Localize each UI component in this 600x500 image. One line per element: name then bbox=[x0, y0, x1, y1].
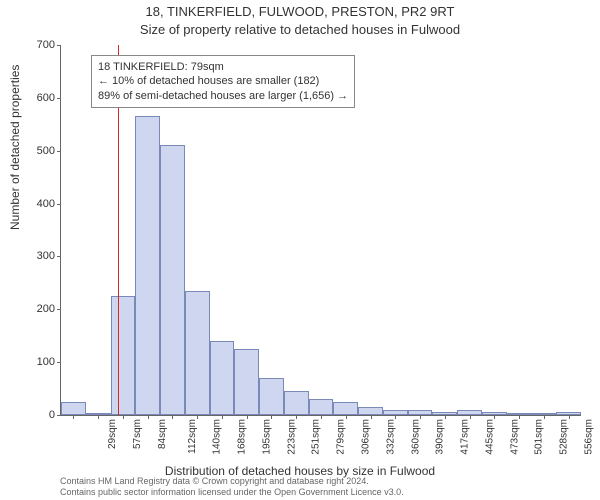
chart-title-sub: Size of property relative to detached ho… bbox=[0, 22, 600, 37]
y-axis-label: Number of detached properties bbox=[8, 65, 22, 230]
chart-container: 18, TINKERFIELD, FULWOOD, PRESTON, PR2 9… bbox=[0, 0, 600, 500]
histogram-bar bbox=[259, 378, 284, 415]
x-tick-mark bbox=[519, 415, 520, 419]
x-tick-label: 445sqm bbox=[484, 419, 495, 455]
histogram-bar bbox=[111, 296, 136, 415]
x-tick-label: 112sqm bbox=[187, 419, 198, 454]
x-tick-mark bbox=[420, 415, 421, 419]
x-tick-mark bbox=[395, 415, 396, 419]
y-tick-mark bbox=[57, 415, 61, 416]
x-tick-mark bbox=[197, 415, 198, 419]
x-tick-mark bbox=[544, 415, 545, 419]
x-tick-label: 279sqm bbox=[336, 419, 347, 455]
x-tick-mark bbox=[321, 415, 322, 419]
x-tick-mark bbox=[172, 415, 173, 419]
x-tick-label: 195sqm bbox=[262, 419, 273, 455]
annotation-box: 18 TINKERFIELD: 79sqm ← 10% of detached … bbox=[91, 55, 355, 108]
y-tick-mark bbox=[57, 362, 61, 363]
y-tick-label: 700 bbox=[23, 39, 61, 51]
y-tick-mark bbox=[57, 204, 61, 205]
y-tick-label: 600 bbox=[23, 92, 61, 104]
x-tick-label: 84sqm bbox=[157, 419, 168, 449]
x-tick-mark bbox=[123, 415, 124, 419]
histogram-bar bbox=[284, 391, 309, 415]
histogram-bar bbox=[358, 407, 383, 415]
histogram-bar bbox=[160, 145, 185, 415]
x-tick-mark bbox=[470, 415, 471, 419]
y-tick-label: 400 bbox=[23, 198, 61, 210]
x-tick-label: 556sqm bbox=[583, 419, 594, 455]
x-tick-label: 473sqm bbox=[509, 419, 520, 455]
histogram-bar bbox=[135, 116, 160, 415]
y-tick-mark bbox=[57, 309, 61, 310]
x-tick-mark bbox=[73, 415, 74, 419]
x-tick-label: 332sqm bbox=[385, 419, 396, 455]
x-tick-mark bbox=[494, 415, 495, 419]
x-tick-label: 29sqm bbox=[107, 419, 118, 449]
annotation-line2: ← 10% of detached houses are smaller (18… bbox=[98, 74, 348, 88]
y-tick-label: 300 bbox=[23, 250, 61, 262]
credits: Contains HM Land Registry data © Crown c… bbox=[60, 476, 404, 498]
credits-line2: Contains public sector information licen… bbox=[60, 487, 404, 498]
x-tick-label: 306sqm bbox=[361, 419, 372, 455]
x-tick-mark bbox=[296, 415, 297, 419]
histogram-bar bbox=[61, 402, 86, 415]
histogram-bar bbox=[333, 402, 358, 415]
x-tick-label: 140sqm bbox=[212, 419, 223, 455]
x-tick-mark bbox=[222, 415, 223, 419]
y-tick-label: 100 bbox=[23, 356, 61, 368]
x-tick-label: 223sqm bbox=[286, 419, 297, 455]
x-tick-mark bbox=[247, 415, 248, 419]
histogram-bar bbox=[210, 341, 235, 415]
x-tick-label: 251sqm bbox=[311, 419, 322, 455]
x-tick-label: 417sqm bbox=[460, 419, 471, 455]
y-tick-mark bbox=[57, 98, 61, 99]
x-tick-mark bbox=[98, 415, 99, 419]
x-tick-label: 528sqm bbox=[559, 419, 570, 455]
x-tick-mark bbox=[271, 415, 272, 419]
x-tick-mark bbox=[346, 415, 347, 419]
y-tick-label: 200 bbox=[23, 303, 61, 315]
y-tick-mark bbox=[57, 45, 61, 46]
x-tick-label: 57sqm bbox=[132, 419, 143, 449]
annotation-line1: 18 TINKERFIELD: 79sqm bbox=[98, 60, 348, 74]
x-tick-label: 360sqm bbox=[410, 419, 421, 455]
y-tick-mark bbox=[57, 151, 61, 152]
y-tick-label: 500 bbox=[23, 145, 61, 157]
annotation-line3: 89% of semi-detached houses are larger (… bbox=[98, 89, 348, 103]
histogram-bar bbox=[234, 349, 259, 415]
histogram-bar bbox=[185, 291, 210, 415]
histogram-bar bbox=[309, 399, 334, 415]
plot-area: 010020030040050060070029sqm57sqm84sqm112… bbox=[60, 45, 581, 416]
x-tick-mark bbox=[371, 415, 372, 419]
x-tick-label: 501sqm bbox=[534, 419, 545, 455]
y-tick-label: 0 bbox=[23, 409, 61, 421]
x-tick-mark bbox=[445, 415, 446, 419]
x-tick-label: 168sqm bbox=[237, 419, 248, 455]
x-tick-label: 390sqm bbox=[435, 419, 446, 455]
credits-line1: Contains HM Land Registry data © Crown c… bbox=[60, 476, 404, 487]
y-tick-mark bbox=[57, 256, 61, 257]
chart-title-main: 18, TINKERFIELD, FULWOOD, PRESTON, PR2 9… bbox=[0, 4, 600, 19]
x-tick-mark bbox=[148, 415, 149, 419]
x-tick-mark bbox=[569, 415, 570, 419]
